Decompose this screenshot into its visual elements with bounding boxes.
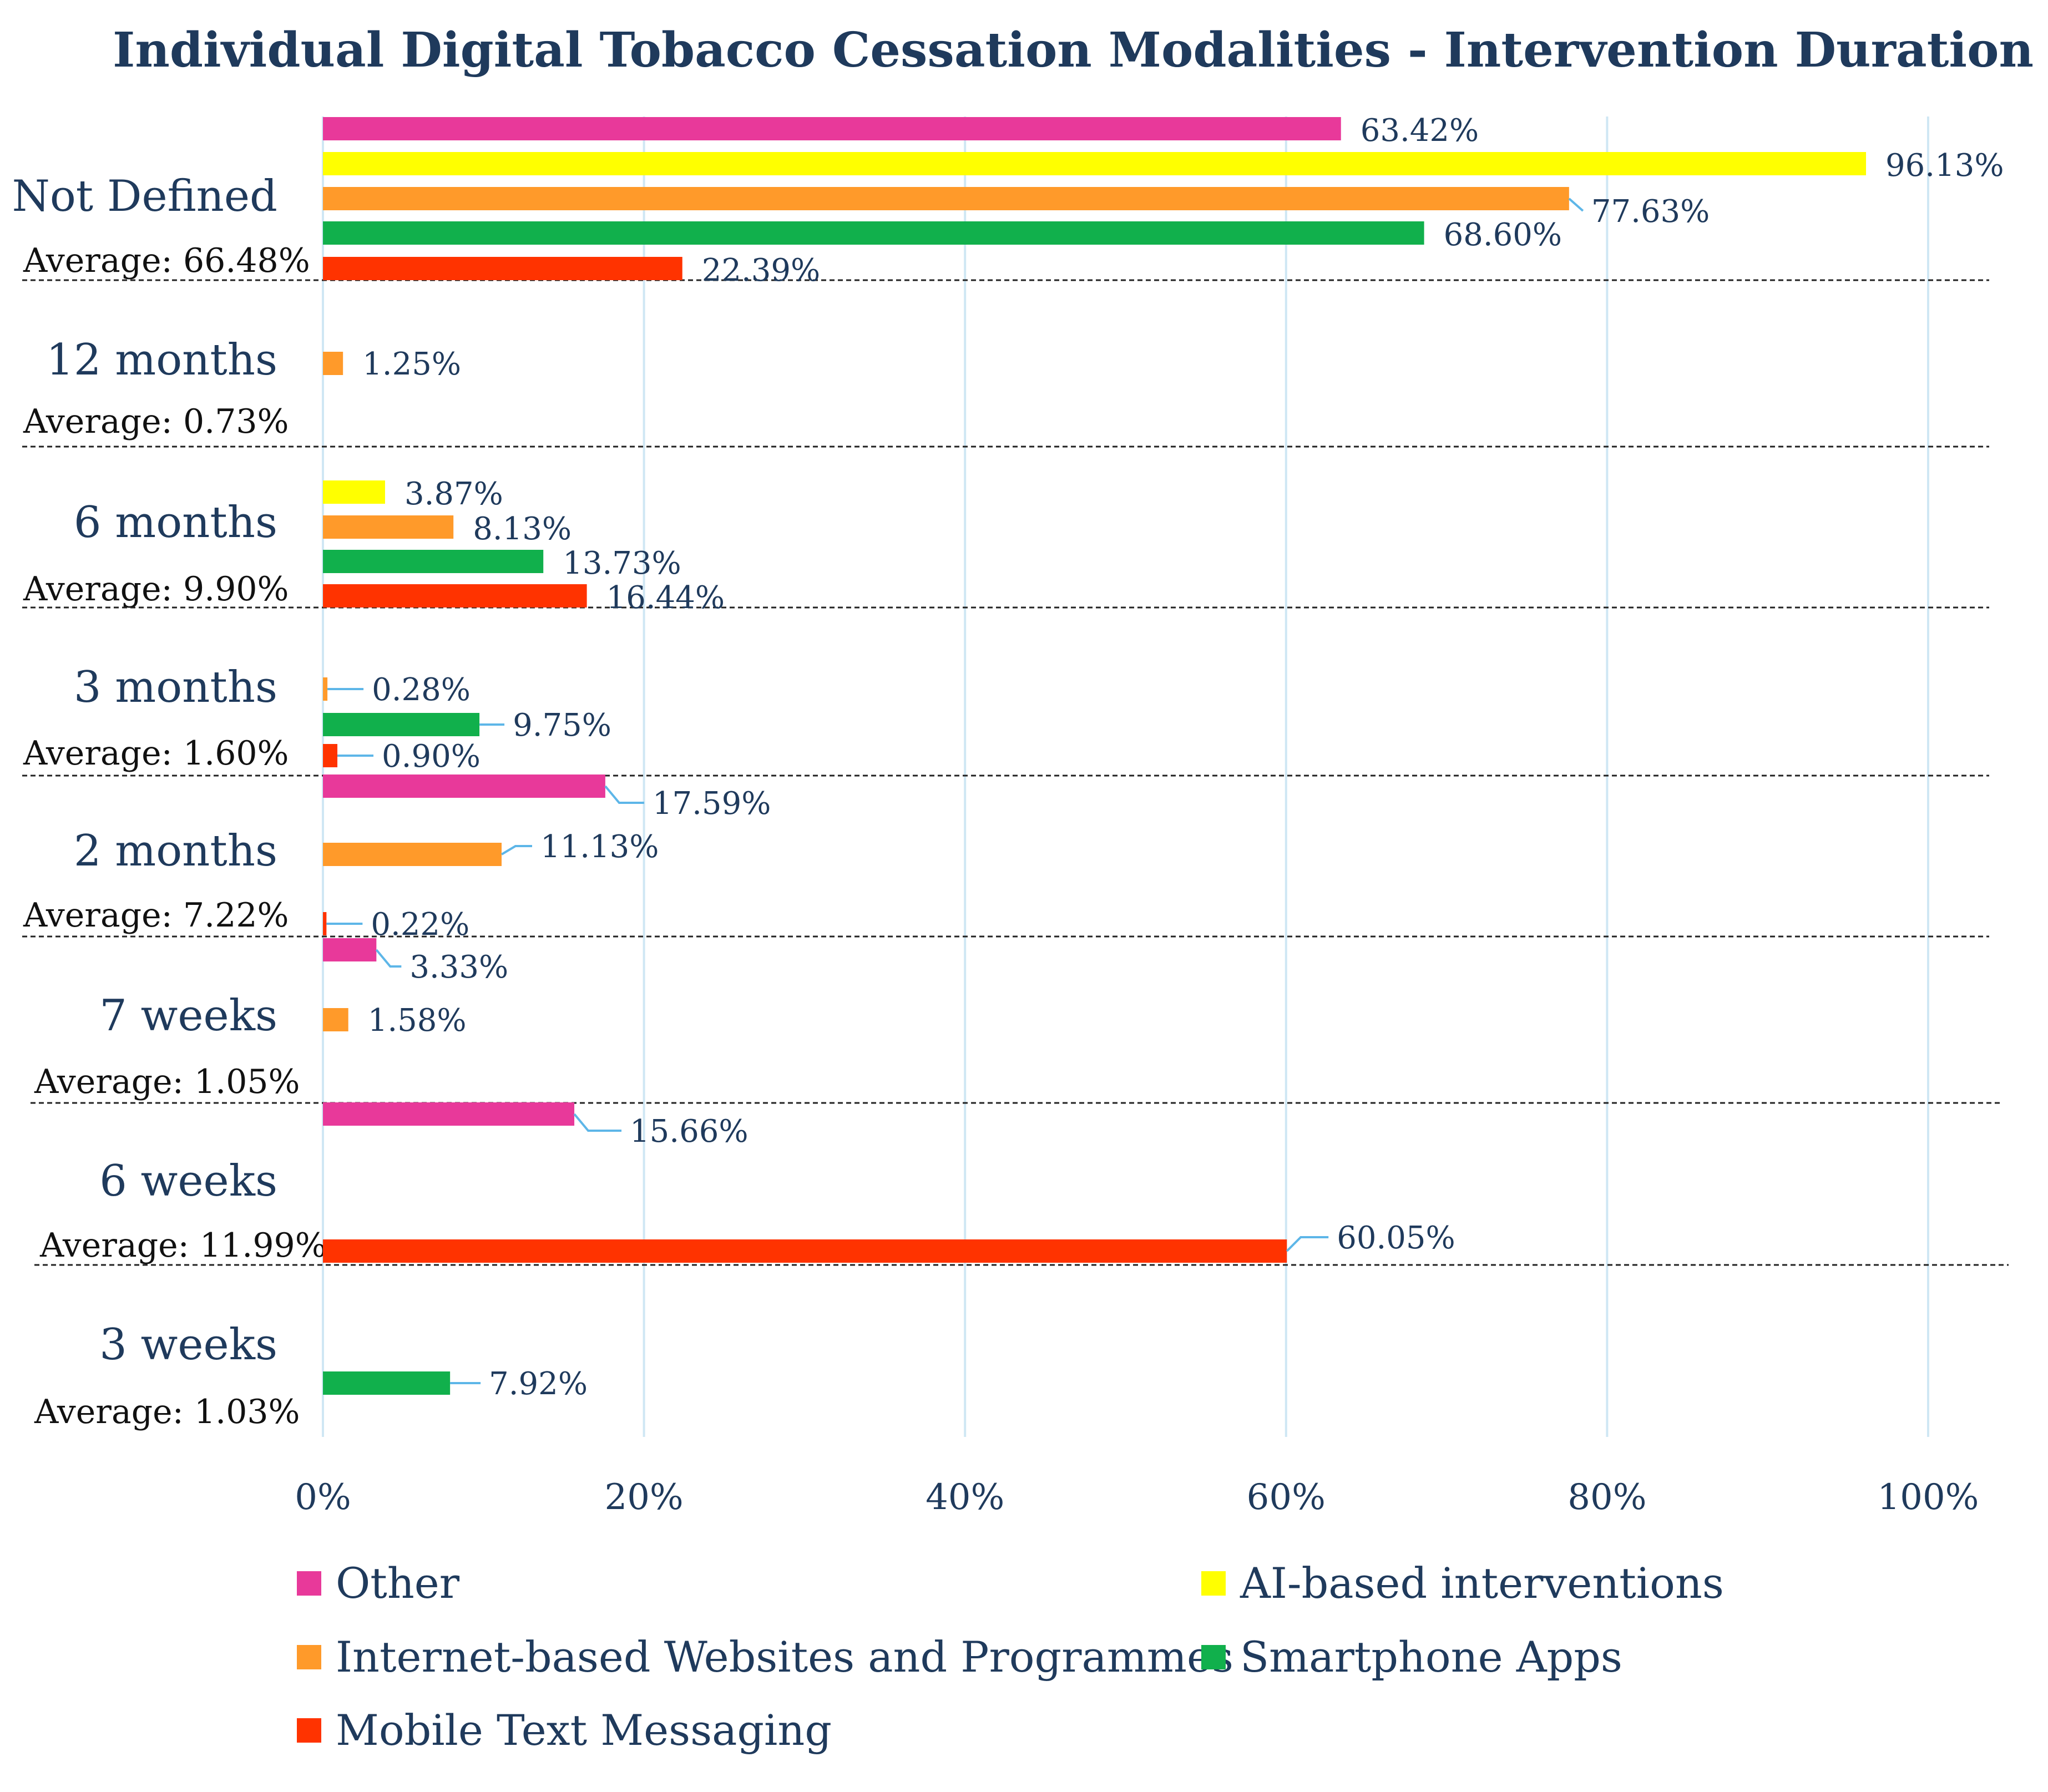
x-tick-label: 0%	[295, 1477, 351, 1518]
data-label: 15.66%	[630, 1113, 749, 1150]
category-label: 12 months	[46, 335, 277, 385]
bar-mobile-text-messaging	[323, 912, 327, 935]
x-tick-label: 40%	[926, 1477, 1004, 1518]
data-label: 1.58%	[368, 1003, 467, 1039]
category-average: Average: 0.73%	[23, 402, 289, 441]
bar-other	[323, 117, 1341, 140]
data-label: 7.92%	[489, 1366, 588, 1402]
bar-mobile-text-messaging	[323, 257, 682, 280]
data-label: 8.13%	[473, 511, 572, 547]
label-leader	[375, 949, 402, 968]
bar-internet-based-websites-and-programmes	[323, 515, 454, 539]
bar-other	[323, 1102, 575, 1126]
legend-swatch	[1201, 1645, 1226, 1669]
data-label: 0.22%	[371, 907, 469, 943]
category-average: Average: 11.99%	[39, 1226, 327, 1265]
bar-internet-based-websites-and-programmes	[323, 187, 1569, 210]
category-label: 7 weeks	[99, 991, 277, 1041]
category-label: 6 weeks	[99, 1156, 277, 1206]
data-label: 3.33%	[409, 949, 508, 985]
legend-swatch	[297, 1571, 321, 1596]
data-label: 0.28%	[372, 672, 471, 708]
category-average: Average: 66.48%	[23, 241, 310, 280]
category-label: Not Defined	[12, 171, 277, 221]
bar-smartphone-apps	[323, 550, 544, 573]
data-label: 9.75%	[513, 707, 611, 743]
data-label: 0.90%	[382, 738, 481, 774]
legend-label: Mobile Text Messaging	[336, 1705, 832, 1755]
category-average: Average: 1.60%	[23, 734, 289, 773]
bar-internet-based-websites-and-programmes	[323, 843, 502, 866]
bar-other	[323, 938, 377, 961]
data-label: 17.59%	[653, 786, 771, 822]
chart-title: Individual Digital Tobacco Cessation Mod…	[113, 22, 2034, 78]
label-leader	[1568, 198, 1584, 212]
category-label: 3 weeks	[99, 1320, 277, 1370]
category-average: Average: 1.05%	[34, 1062, 300, 1101]
bar-internet-based-websites-and-programmes	[323, 352, 343, 375]
x-tick-label: 80%	[1567, 1477, 1646, 1518]
legend-swatch	[1201, 1571, 1226, 1596]
legend-swatch	[297, 1718, 321, 1743]
bar-smartphone-apps	[323, 221, 1424, 245]
bar-mobile-text-messaging	[323, 584, 587, 608]
bar-smartphone-apps	[323, 713, 480, 736]
category-label: 2 months	[74, 826, 277, 876]
data-label: 1.25%	[362, 346, 461, 382]
bar-mobile-text-messaging	[323, 1239, 1287, 1263]
bar-internet-based-websites-and-programmes	[323, 677, 328, 701]
category-average: Average: 1.03%	[34, 1393, 300, 1431]
x-tick-label: 20%	[604, 1477, 683, 1518]
x-tick-label: 60%	[1247, 1477, 1326, 1518]
bar-mobile-text-messaging	[323, 744, 338, 767]
bar-smartphone-apps	[323, 1371, 451, 1395]
label-leader	[500, 845, 532, 855]
bar-other	[323, 774, 605, 798]
legend-label: Other	[336, 1558, 460, 1608]
data-label: 77.63%	[1591, 194, 1710, 230]
label-leader	[573, 1113, 622, 1132]
legend-label: AI-based interventions	[1240, 1558, 1724, 1608]
legend-label: Smartphone Apps	[1240, 1632, 1622, 1682]
category-average: Average: 7.22%	[23, 896, 289, 935]
category-label: 3 months	[74, 662, 277, 712]
data-label: 22.39%	[702, 252, 821, 288]
label-leader	[604, 785, 644, 804]
data-label: 60.05%	[1337, 1220, 1455, 1256]
data-label: 16.44%	[606, 580, 725, 616]
legend-swatch	[297, 1645, 321, 1669]
data-label: 96.13%	[1885, 148, 2004, 184]
category-label: 6 months	[74, 498, 277, 548]
category-average: Average: 9.90%	[23, 570, 289, 609]
label-leader	[1286, 1236, 1329, 1252]
data-label: 11.13%	[540, 829, 659, 865]
legend-label: Internet-based Websites and Programmes	[336, 1632, 1233, 1682]
data-label: 68.60%	[1444, 217, 1562, 253]
data-label: 63.42%	[1361, 113, 1479, 149]
data-label: 13.73%	[563, 545, 681, 581]
bar-ai-based-interventions	[323, 152, 1867, 175]
x-tick-label: 100%	[1878, 1477, 1979, 1518]
data-label: 3.87%	[404, 476, 503, 512]
bar-internet-based-websites-and-programmes	[323, 1008, 348, 1031]
bar-ai-based-interventions	[323, 480, 385, 504]
